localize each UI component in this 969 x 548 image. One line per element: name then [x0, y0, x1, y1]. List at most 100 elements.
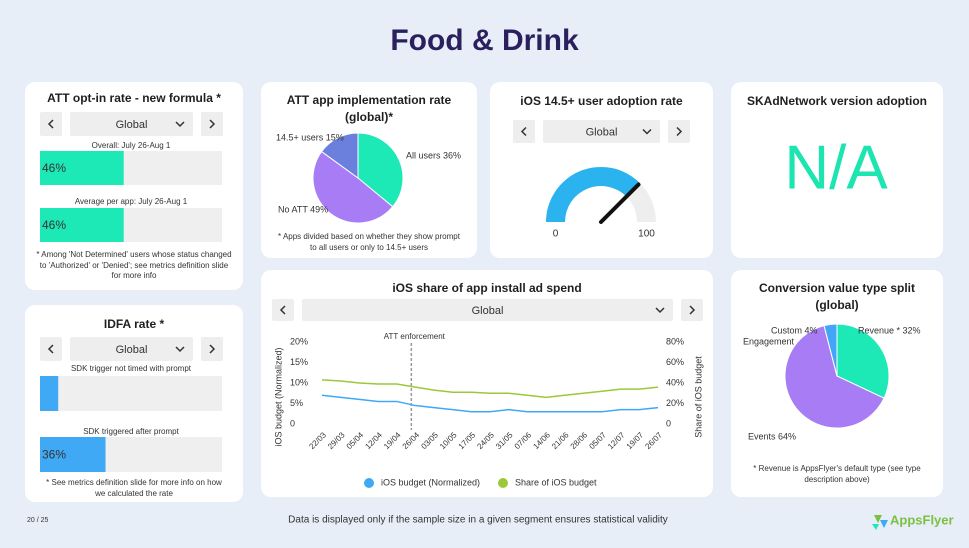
line-series [321, 394, 659, 413]
x-tick-label: 31/05 [494, 430, 515, 451]
card-title: iOS share of app install ad spend [392, 281, 582, 295]
chevron [689, 305, 696, 315]
chevron [279, 305, 286, 315]
next-button[interactable] [201, 337, 223, 361]
bar [40, 151, 124, 185]
dropdown-value: Global [116, 119, 148, 131]
y-axis-title: iOS budget (Normalized) [273, 347, 283, 446]
x-tick-label: 05/07 [587, 430, 608, 451]
x-tick-label: 10/05 [438, 430, 459, 451]
dropdown[interactable] [70, 112, 193, 136]
card-note: * See metrics definition slide for more … [46, 478, 222, 498]
bar-category-label: SDK trigger not timed with prompt [71, 364, 192, 373]
y-tick-label: 15% [290, 357, 308, 367]
card-title: IDFA rate * [103, 317, 165, 331]
card-note: * Among 'Not Determined' users whose sta… [36, 250, 232, 280]
dropdown-value: Global [116, 344, 148, 356]
bar-category-label: SDK triggered after prompt [83, 427, 179, 436]
line-series [321, 379, 659, 399]
chevron [175, 346, 185, 353]
x-tick-label: 05/04 [345, 430, 366, 451]
annotation-label: ATT enforcement [384, 332, 446, 341]
legend-label: Share of iOS budget [515, 477, 597, 487]
prev-button[interactable] [40, 112, 62, 136]
chevron [175, 121, 185, 128]
prev-button[interactable] [40, 337, 62, 361]
x-tick-label: 07/06 [513, 430, 534, 451]
pie-slice [312, 150, 394, 224]
bar [40, 208, 124, 242]
page-number: 20 / 25 [27, 517, 49, 524]
pie-label: Engagement [743, 336, 795, 346]
card-title: Conversion value type split (global) [758, 281, 916, 312]
y2-tick-label: 0 [666, 418, 671, 428]
chevron [209, 344, 216, 354]
x-tick-label: 29/03 [326, 430, 347, 451]
y-tick-label: 5% [290, 398, 303, 408]
dropdown[interactable] [543, 120, 660, 143]
x-tick-label: 22/03 [307, 430, 328, 451]
bar-value-label: 46% [42, 161, 66, 175]
legend-marker [364, 478, 374, 488]
pie-label: Custom 4% [771, 325, 818, 335]
x-tick-label: 26/04 [401, 430, 422, 451]
pie-slice [836, 323, 890, 399]
next-button[interactable] [201, 112, 223, 136]
bar-category-label: Overall: July 26-Aug 1 [92, 141, 171, 150]
card-title: SKAdNetwork version adoption [746, 94, 928, 108]
y2-tick-label: 40% [666, 377, 684, 387]
pie-label: No ATT 49% [278, 204, 328, 214]
next-button[interactable] [681, 299, 703, 321]
bar-value-label: 36% [42, 448, 66, 462]
pie-label: Revenue * 32% [858, 325, 921, 335]
logo-text: AppsFlyer [890, 512, 954, 527]
bar [40, 376, 59, 411]
x-tick-label: 12/04 [363, 430, 384, 451]
y2-tick-label: 60% [666, 357, 684, 367]
card-title: ATT app implementation rate (global)* [286, 93, 452, 124]
chevron [642, 128, 652, 135]
dropdown-value: Global [472, 305, 504, 317]
chevron [47, 119, 54, 129]
pie-label: 14.5+ users 15% [276, 132, 344, 142]
y-tick-label: 10% [290, 377, 308, 387]
pie-slice [823, 323, 838, 377]
na-value: N/A [784, 133, 888, 202]
pie-label: All users 36% [406, 150, 461, 160]
card-title: iOS 14.5+ user adoption rate [520, 94, 683, 108]
card-note: * Revenue is AppsFlyer's default type (s… [753, 464, 921, 484]
y-tick-label: 0 [290, 418, 295, 428]
dropdown-value: Global [586, 126, 618, 138]
chevron [655, 307, 665, 314]
pie-slice [357, 132, 404, 208]
bar-category-label: Average per app: July 26-Aug 1 [75, 197, 188, 206]
chevron [520, 126, 527, 137]
y2-axis-title: Share of iOS budget [693, 356, 703, 438]
page-title: Food & Drink [390, 24, 579, 57]
y2-tick-label: 20% [666, 398, 684, 408]
x-tick-label: 28/06 [569, 430, 590, 451]
chevron [676, 126, 683, 137]
prev-button[interactable] [513, 120, 535, 143]
dropdown[interactable] [302, 299, 673, 321]
gauge-fill [546, 167, 640, 222]
prev-button[interactable] [272, 299, 294, 321]
chevron [209, 119, 216, 129]
dropdown[interactable] [70, 337, 193, 361]
legend-label: iOS budget (Normalized) [381, 477, 480, 487]
gauge-tick-label: 100 [638, 229, 655, 240]
x-tick-label: 14/06 [531, 430, 552, 451]
x-tick-label: 24/05 [475, 430, 496, 451]
gauge-tick-label: 0 [553, 229, 559, 240]
card-note: * Apps divided based on whether they sho… [278, 232, 460, 252]
legend-marker [498, 478, 508, 488]
pie-slice [320, 132, 359, 179]
next-button[interactable] [668, 120, 690, 143]
gauge-needle [599, 182, 641, 224]
x-tick-label: 12/07 [606, 430, 627, 451]
y-tick-label: 20% [290, 336, 308, 346]
pie-label: Events 64% [748, 431, 796, 441]
logo-icon [872, 515, 888, 530]
x-tick-label: 17/05 [457, 430, 478, 451]
